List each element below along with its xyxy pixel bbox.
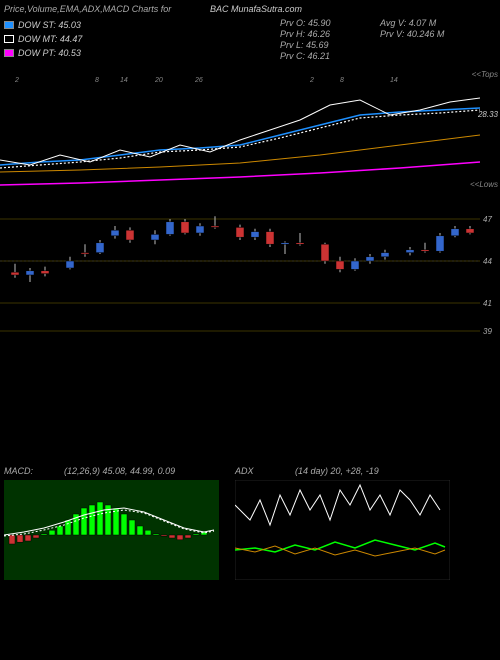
svg-text:47: 47 bbox=[483, 215, 492, 224]
title-symbol: BAC MunafaSutra.com bbox=[210, 4, 302, 14]
adx-panel: ADX (14 day) 20, +28, -19 bbox=[235, 480, 455, 580]
svg-text:2: 2 bbox=[14, 77, 19, 84]
adx-params: (14 day) 20, +28, -19 bbox=[295, 466, 379, 476]
macd-title: MACD: bbox=[4, 466, 33, 476]
legend-label: DOW PT: 40.53 bbox=[18, 46, 81, 60]
info-row: Prv V: 40.246 M bbox=[380, 29, 444, 40]
svg-text:2: 2 bbox=[309, 77, 314, 84]
adx-title: ADX bbox=[235, 466, 254, 476]
info-row: Prv L: 45.69 bbox=[280, 40, 331, 51]
legend: DOW ST: 45.03DOW MT: 44.47DOW PT: 40.53 bbox=[4, 18, 82, 60]
volume-info: Avg V: 4.07 MPrv V: 40.246 M bbox=[380, 18, 444, 40]
svg-text:26: 26 bbox=[194, 77, 203, 84]
legend-row: DOW MT: 44.47 bbox=[4, 32, 82, 46]
legend-swatch bbox=[4, 35, 14, 43]
legend-label: DOW MT: 44.47 bbox=[18, 32, 82, 46]
svg-text:20: 20 bbox=[154, 77, 163, 84]
ohlc-info: Prv O: 45.90Prv H: 46.26Prv L: 45.69Prv … bbox=[280, 18, 331, 62]
legend-row: DOW PT: 40.53 bbox=[4, 46, 82, 60]
info-row: Prv O: 45.90 bbox=[280, 18, 331, 29]
ema-line-chart: <<Tops <<Lows 28.33 2 8 14 20 26 2 8 14 bbox=[0, 70, 500, 200]
legend-label: DOW ST: 45.03 bbox=[18, 18, 81, 32]
svg-text:14: 14 bbox=[120, 77, 128, 84]
info-row: Avg V: 4.07 M bbox=[380, 18, 444, 29]
chart-header: Price,Volume,EMA,ADX,MACD Charts for BAC… bbox=[0, 0, 500, 20]
legend-swatch bbox=[4, 21, 14, 29]
svg-text:8: 8 bbox=[95, 77, 99, 84]
legend-swatch bbox=[4, 49, 14, 57]
legend-row: DOW ST: 45.03 bbox=[4, 18, 82, 32]
info-row: Prv H: 46.26 bbox=[280, 29, 331, 40]
svg-text:8: 8 bbox=[340, 77, 344, 84]
lows-label: <<Lows bbox=[470, 180, 498, 189]
macd-panel: MACD: (12,26,9) 45.08, 44.99, 0.09 bbox=[4, 480, 224, 580]
macd-params: (12,26,9) 45.08, 44.99, 0.09 bbox=[64, 466, 175, 476]
svg-text:41: 41 bbox=[483, 299, 492, 308]
tops-label: <<Tops bbox=[472, 70, 498, 79]
svg-text:44: 44 bbox=[483, 257, 492, 266]
ema-y-value: 28.33 bbox=[478, 110, 498, 119]
title-prefix: Price,Volume,EMA,ADX,MACD Charts for bbox=[4, 4, 171, 14]
info-row: Prv C: 46.21 bbox=[280, 51, 331, 62]
svg-text:14: 14 bbox=[390, 77, 398, 84]
